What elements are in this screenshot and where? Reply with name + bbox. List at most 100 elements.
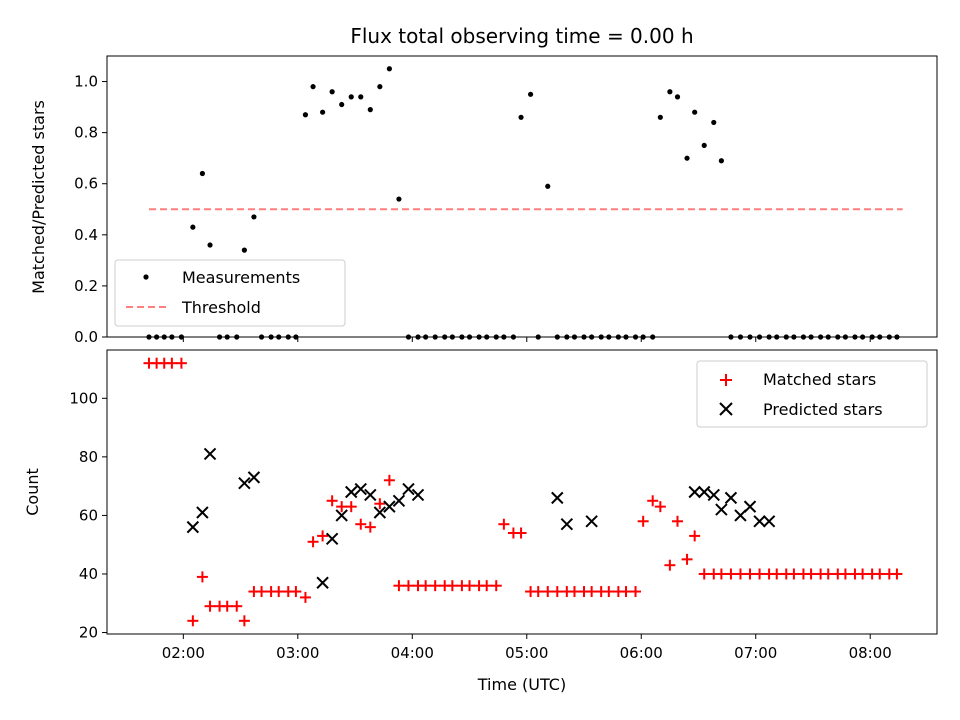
predicted-star-point: [688, 485, 701, 499]
matched-star-point: [664, 559, 676, 571]
measurement-point: [684, 155, 690, 161]
legend-matched-label: Matched stars: [763, 370, 876, 389]
matched-star-point: [317, 530, 329, 542]
matched-star-point: [551, 586, 563, 598]
matched-star-point: [672, 515, 684, 527]
measurement-point: [657, 114, 663, 120]
predicted-star-point: [196, 506, 209, 519]
matched-star-point: [221, 600, 233, 612]
matched-star-point: [654, 501, 666, 513]
matched-star-point: [364, 521, 376, 533]
predicted-star-point: [354, 482, 367, 496]
bottom-panel-marks: [143, 357, 903, 627]
predicted-star-point: [411, 488, 425, 502]
predicted-star-point: [186, 520, 200, 534]
matched-star-point: [256, 586, 268, 598]
legend-threshold-label: Threshold: [181, 298, 261, 317]
matched-star-point: [542, 586, 554, 598]
matched-star-point: [383, 474, 395, 486]
matched-star-point: [681, 553, 693, 565]
top-panel-legend: Measurements Threshold: [114, 259, 346, 327]
matched-star-point: [420, 580, 432, 592]
bottom-x-tick-label: 07:00: [734, 644, 777, 662]
predicted-star-point: [392, 494, 406, 507]
predicted-star-point: [203, 447, 217, 461]
measurement-point: [348, 94, 354, 100]
measurement-point: [711, 119, 717, 126]
matched-star-point: [290, 586, 302, 598]
predicted-star-point: [698, 485, 711, 499]
legend-measurements-label: Measurements: [182, 268, 300, 287]
bottom-panel: 20 40 60 80 100 02:00 03:00 04:00 05:00 06:00 07:…: [23, 349, 938, 694]
measurement-point: [329, 89, 335, 95]
matched-star-point: [620, 586, 632, 598]
bottom-x-tick-label: 06:00: [620, 644, 663, 662]
matched-star-point: [481, 580, 493, 592]
matched-star-point: [336, 501, 348, 513]
top-panel-y-axis-label: Matched/Predicted stars: [29, 100, 48, 294]
bottom-y-tick-label: 40: [79, 565, 98, 583]
bottom-panel-y-axis-label: Count: [23, 468, 42, 516]
measurement-point: [241, 247, 247, 253]
legend-predicted-label: Predicted stars: [763, 400, 883, 419]
predicted-star-point: [753, 515, 766, 528]
predicted-star-point: [402, 482, 415, 496]
legend-predicted-marker: [719, 402, 733, 416]
top-y-tick-label: 0.0: [74, 328, 98, 346]
matched-star-point: [187, 615, 199, 627]
bottom-x-tick-label: 05:00: [505, 644, 548, 662]
predicted-star-point: [585, 515, 598, 528]
measurement-point: [367, 107, 373, 113]
matched-star-point: [175, 357, 187, 369]
bottom-panel-legend: Matched stars Predicted stars: [696, 360, 928, 428]
matched-star-point: [238, 615, 250, 627]
matched-star-point: [744, 568, 756, 580]
matched-star-point: [515, 527, 527, 539]
predicted-star-point: [383, 500, 396, 513]
matched-star-point: [446, 580, 458, 592]
matched-star-point: [603, 586, 615, 598]
top-y-tick-label: 0.8: [74, 124, 98, 142]
matched-star-point: [464, 580, 476, 592]
measurement-point: [718, 158, 724, 164]
top-y-tick-label: 0.2: [74, 277, 98, 295]
measurement-point: [199, 170, 206, 177]
matched-star-point: [698, 568, 710, 580]
bottom-x-tick-label: 02:00: [162, 644, 205, 662]
bottom-x-tick-label: 08:00: [849, 644, 892, 662]
matched-star-point: [689, 530, 701, 542]
matched-star-point: [725, 568, 737, 580]
predicted-star-point: [762, 515, 776, 528]
matched-star-point: [345, 501, 357, 513]
matched-star-point: [393, 580, 405, 592]
top-y-tick-label: 0.6: [74, 175, 98, 193]
measurement-point: [310, 84, 316, 90]
matched-star-point: [498, 518, 510, 530]
matched-star-point: [734, 568, 746, 580]
matched-star-point: [355, 518, 367, 530]
matched-star-point: [204, 600, 216, 612]
matched-star-point: [647, 495, 659, 507]
matched-star-point: [754, 568, 766, 580]
matched-star-point: [857, 568, 869, 580]
top-legend-box: [114, 259, 346, 327]
measurement-point: [190, 224, 196, 230]
predicted-star-point: [373, 506, 387, 519]
matched-star-point: [299, 591, 311, 603]
bottom-x-tick-label: 04:00: [391, 644, 434, 662]
matched-star-point: [630, 586, 642, 598]
measurement-point: [339, 101, 345, 108]
predicted-star-point: [560, 517, 574, 531]
matched-star-point: [374, 498, 386, 510]
predicted-star-point: [325, 532, 339, 546]
measurement-point: [302, 112, 309, 118]
predicted-star-point: [345, 485, 358, 499]
bottom-y-tick-label: 80: [79, 448, 98, 466]
matched-star-point: [231, 600, 243, 612]
measurement-point: [377, 84, 383, 90]
measurement-point: [358, 94, 364, 100]
predicted-star-point: [364, 488, 377, 502]
matched-star-point: [637, 515, 649, 527]
matched-star-point: [715, 568, 727, 580]
